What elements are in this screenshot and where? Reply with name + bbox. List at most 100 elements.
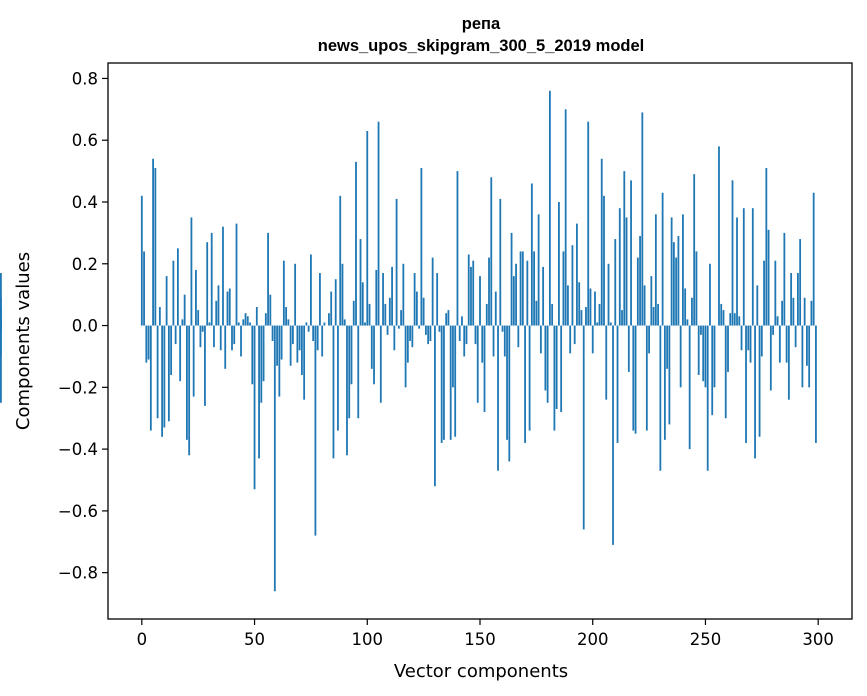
bar-component-184 (555, 325, 558, 409)
bar-component-208 (609, 322, 612, 326)
bar-component-155 (490, 177, 493, 326)
x-axis-label: Vector components (394, 661, 568, 682)
bar-component-165 (512, 276, 515, 326)
bar-component-54 (262, 325, 265, 382)
bar-component-190 (569, 325, 572, 354)
bar-component-177 (539, 325, 542, 354)
bar-component-247 (697, 325, 700, 375)
bar-component-114 (397, 325, 400, 329)
bar-component-18 (181, 319, 184, 326)
bar-component-239 (679, 325, 682, 388)
bar-component-159 (499, 198, 502, 326)
bar-component-58 (271, 325, 274, 341)
bar-component-241 (684, 288, 687, 326)
bar-component-299 (815, 325, 817, 443)
bar-component-93 (350, 325, 353, 385)
bar-component-161 (503, 325, 506, 357)
bar-component-293 (801, 325, 804, 388)
bar-component-284 (781, 300, 784, 326)
x-tick-label: 100 (352, 630, 384, 649)
bar-component-225 (648, 325, 650, 354)
bar-component-202 (596, 322, 599, 326)
bar-component-279 (769, 325, 772, 391)
bar-component-110 (388, 297, 391, 326)
bar-component-72 (303, 325, 306, 400)
bar-component-87 (337, 325, 339, 431)
bar-component-139 (454, 325, 457, 437)
bar-component-108 (384, 303, 387, 326)
bar-component-286 (785, 325, 788, 363)
bar-component-230 (659, 325, 662, 471)
bar-component-270 (749, 325, 752, 363)
bar-component-210 (614, 239, 617, 326)
bar-component-102 (370, 325, 373, 369)
bar-component-219 (634, 325, 637, 434)
bar-component-244 (691, 297, 693, 326)
bar-component-103 (373, 325, 375, 385)
bar-component-15 (174, 325, 177, 345)
y-tick-label: 0.0 (72, 317, 98, 336)
bar-component-95 (355, 161, 357, 326)
bar-component-92 (348, 325, 351, 419)
bar-component-282 (776, 316, 779, 326)
bar-component-261 (729, 313, 732, 326)
bar-component-182 (551, 303, 554, 326)
bar-component-61 (278, 325, 281, 397)
y-tick-label: 0.2 (72, 255, 98, 274)
bar-component-94 (352, 300, 355, 326)
bar-component-217 (630, 180, 632, 326)
bar-component-229 (657, 303, 660, 326)
bar-component-158 (497, 325, 499, 471)
bar-component-211 (616, 325, 619, 443)
bar-component-245 (693, 174, 696, 326)
bar-component-48 (249, 322, 251, 326)
chart-title-line-1: репа (462, 15, 501, 33)
bar-component-263 (733, 313, 736, 326)
bar-component-258 (722, 310, 725, 326)
bar-component-85 (332, 325, 335, 459)
bar-component-135 (445, 313, 448, 326)
bar-component-106 (379, 325, 382, 403)
bar-component-203 (598, 303, 601, 326)
bar-component-297 (810, 300, 813, 326)
bar-component-111 (391, 266, 393, 326)
bar-component-206 (605, 325, 608, 400)
bar-component-173 (530, 183, 533, 326)
bar-component-151 (481, 325, 484, 363)
bar-component-59 (273, 325, 276, 592)
bar-component-197 (585, 307, 587, 326)
bar-component-9 (161, 325, 164, 437)
bar-component-152 (483, 325, 486, 413)
bar-component-53 (260, 325, 263, 403)
bar-component-29 (206, 242, 209, 326)
bar-component-278 (767, 229, 770, 326)
bar-component-212 (618, 208, 621, 326)
bar-component-264 (736, 217, 738, 326)
bar-component-280 (772, 325, 774, 335)
bar-component-89 (341, 263, 344, 326)
bar-component-290 (794, 325, 797, 348)
bar-component-80 (321, 325, 324, 357)
bar-component-222 (641, 112, 644, 326)
bar-component-259 (724, 325, 727, 419)
bar-component-20 (186, 325, 188, 440)
bar-component-101 (368, 303, 371, 326)
bar-component-144 (465, 325, 468, 345)
bar-component-285 (783, 232, 786, 326)
bar-component-126 (424, 325, 427, 335)
bar-component-130 (434, 325, 436, 487)
bar-component-272 (754, 325, 756, 459)
bar-component-181 (548, 90, 551, 326)
bar-component-124 (420, 168, 423, 326)
bar-component-189 (567, 285, 569, 326)
bar-component-250 (704, 325, 707, 388)
bar-component-136 (447, 310, 450, 326)
bar-component-19 (183, 294, 186, 326)
bar-component-150 (479, 276, 481, 326)
bar-component-129 (431, 257, 434, 326)
bar-component-273 (756, 285, 759, 326)
bar-component-179 (544, 325, 547, 391)
bar-component-41 (233, 325, 236, 345)
bar-component-292 (799, 239, 802, 326)
